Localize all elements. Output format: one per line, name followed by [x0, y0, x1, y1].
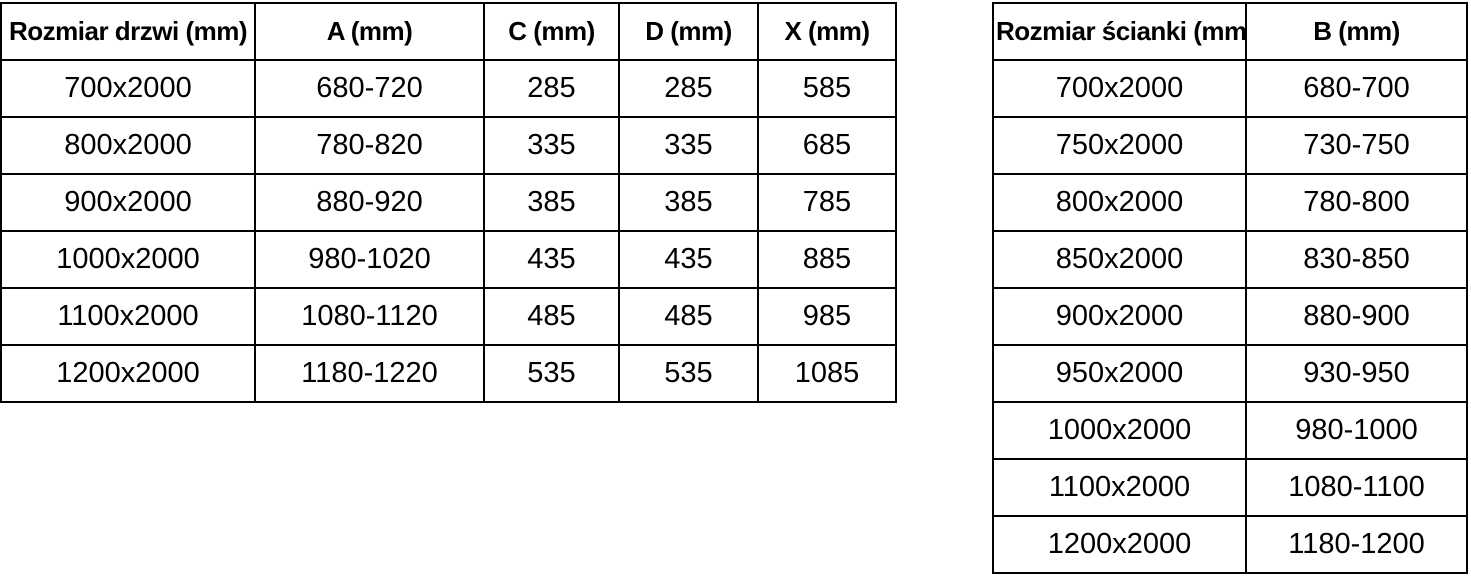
table-cell: 700x2000: [0, 59, 256, 118]
table-cell: 1000x2000: [992, 401, 1247, 460]
table-row: 800x2000 780-820 335 335 685: [0, 116, 897, 175]
table-cell: 485: [618, 287, 759, 346]
column-header: Rozmiar ścianki (mm): [992, 2, 1247, 61]
column-header: X (mm): [757, 2, 897, 61]
table-cell: 1100x2000: [992, 458, 1247, 517]
table-cell: 950x2000: [992, 344, 1247, 403]
table-cell: 1080-1100: [1245, 458, 1468, 517]
table-cell: 885: [757, 230, 897, 289]
table-cell: 1085: [757, 344, 897, 403]
table-row: 1100x2000 1080-1100: [992, 458, 1468, 517]
table-cell: 830-850: [1245, 230, 1468, 289]
table-cell: 485: [483, 287, 620, 346]
table-row: 1100x2000 1080-1120 485 485 985: [0, 287, 897, 346]
table-cell: 1180-1200: [1245, 515, 1468, 574]
table-cell: 1100x2000: [0, 287, 256, 346]
table-row: 1200x2000 1180-1220 535 535 1085: [0, 344, 897, 403]
header-row: Rozmiar ścianki (mm) B (mm): [992, 2, 1468, 61]
table-cell: 1200x2000: [992, 515, 1247, 574]
table-cell: 1180-1220: [254, 344, 485, 403]
table-cell: 800x2000: [992, 173, 1247, 232]
table-cell: 285: [483, 59, 620, 118]
column-header: B (mm): [1245, 2, 1468, 61]
table-cell: 385: [483, 173, 620, 232]
table-cell: 285: [618, 59, 759, 118]
table-cell: 850x2000: [992, 230, 1247, 289]
table-cell: 780-820: [254, 116, 485, 175]
table-row: 950x2000 930-950: [992, 344, 1468, 403]
table-row: 1000x2000 980-1020 435 435 885: [0, 230, 897, 289]
table-cell: 685: [757, 116, 897, 175]
table-row: 700x2000 680-720 285 285 585: [0, 59, 897, 118]
table-cell: 930-950: [1245, 344, 1468, 403]
table-cell: 385: [618, 173, 759, 232]
table-cell: 800x2000: [0, 116, 256, 175]
table-cell: 680-700: [1245, 59, 1468, 118]
table-cell: 435: [483, 230, 620, 289]
table-cell: 1000x2000: [0, 230, 256, 289]
table-cell: 980-1000: [1245, 401, 1468, 460]
wall-size-table: Rozmiar ścianki (mm) B (mm) 700x2000 680-70…: [992, 2, 1468, 574]
table-cell: 1080-1120: [254, 287, 485, 346]
column-header: D (mm): [618, 2, 759, 61]
table-cell: 900x2000: [0, 173, 256, 232]
door-size-table: Rozmiar drzwi (mm) A (mm) C (mm) D (mm) X (m…: [0, 2, 897, 403]
table-cell: 980-1020: [254, 230, 485, 289]
table-cell: 750x2000: [992, 116, 1247, 175]
table-cell: 730-750: [1245, 116, 1468, 175]
column-header: A (mm): [254, 2, 485, 61]
column-header: Rozmiar drzwi (mm): [0, 2, 256, 61]
table-cell: 585: [757, 59, 897, 118]
table-row: 900x2000 880-900: [992, 287, 1468, 346]
table-row: 900x2000 880-920 385 385 785: [0, 173, 897, 232]
table-cell: 880-920: [254, 173, 485, 232]
table-cell: 985: [757, 287, 897, 346]
table-cell: 335: [618, 116, 759, 175]
table-cell: 335: [483, 116, 620, 175]
column-header: C (mm): [483, 2, 620, 61]
table-row: 700x2000 680-700: [992, 59, 1468, 118]
table-cell: 780-800: [1245, 173, 1468, 232]
table-cell: 435: [618, 230, 759, 289]
table-cell: 535: [483, 344, 620, 403]
header-row: Rozmiar drzwi (mm) A (mm) C (mm) D (mm) X (m…: [0, 2, 897, 61]
table-row: 1200x2000 1180-1200: [992, 515, 1468, 574]
table-row: 1000x2000 980-1000: [992, 401, 1468, 460]
table-cell: 880-900: [1245, 287, 1468, 346]
table-cell: 700x2000: [992, 59, 1247, 118]
table-row: 750x2000 730-750: [992, 116, 1468, 175]
table-cell: 680-720: [254, 59, 485, 118]
table-cell: 1200x2000: [0, 344, 256, 403]
table-cell: 785: [757, 173, 897, 232]
table-row: 850x2000 830-850: [992, 230, 1468, 289]
table-cell: 535: [618, 344, 759, 403]
table-row: 800x2000 780-800: [992, 173, 1468, 232]
table-cell: 900x2000: [992, 287, 1247, 346]
